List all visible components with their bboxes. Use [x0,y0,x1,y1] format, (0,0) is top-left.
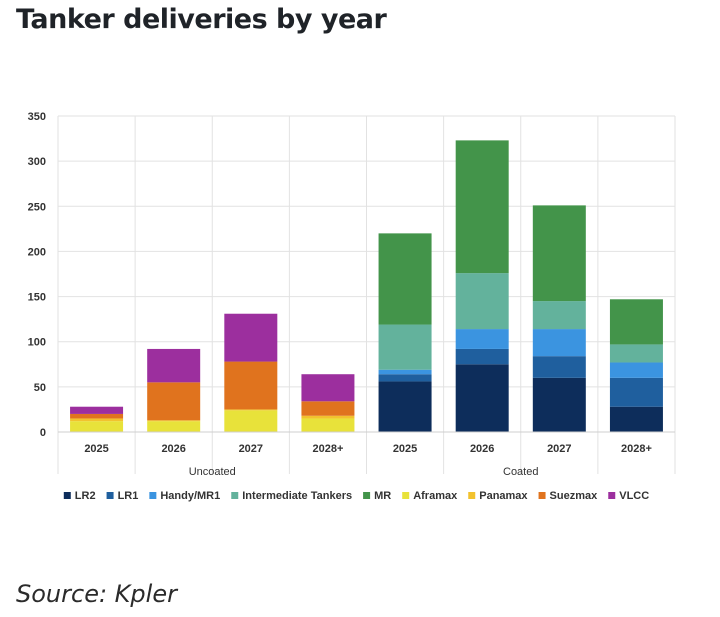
chart-container: 0 50 100 150 200 250 300 350 2025 2026 2027 2028+ 20… [0,100,720,520]
axes: 0 50 100 150 200 250 300 350 2025 2026 2027 2028+ 20… [28,111,675,478]
legend-label: Intermediate Tankers [242,490,352,502]
x-tick-label: 2026 [161,443,185,455]
bar-intermediate-tankers [609,344,663,363]
bar-aframax [301,418,355,432]
y-tick-label: 200 [28,246,46,258]
legend-swatch [63,492,71,499]
bar-handy-mr1 [378,369,432,375]
bar-lr2 [609,406,663,432]
grid [57,115,676,474]
bar-vlcc [301,374,355,402]
bar-vlcc [70,406,124,414]
bar-lr1 [378,374,432,382]
group-label: Uncoated [189,466,236,478]
x-tick-label: 2026 [470,443,494,455]
bar-handy-mr1 [609,362,663,378]
y-tick-label: 150 [28,292,46,304]
bar-suezmax [70,413,124,419]
x-tick-label: 2027 [239,443,263,455]
legend-label: Aframax [413,490,458,502]
legend-label: LR2 [75,490,96,502]
bar-panamax [301,415,355,419]
bar-panamax [70,418,124,422]
y-tick-label: 100 [28,337,46,349]
bar-aframax [224,410,278,432]
legend-swatch [106,492,114,499]
legend-swatch [231,492,239,499]
bar-mr [609,299,663,345]
bar-aframax [70,421,124,432]
bar-intermediate-tankers [378,324,432,370]
bar-lr1 [455,348,509,365]
x-tick-label: 2025 [393,443,417,455]
legend-swatch [608,492,616,499]
legend-swatch [363,492,371,499]
legend-label: Handy/MR1 [160,490,220,502]
y-tick-label: 50 [34,382,46,394]
legend: LR2 LR1 Handy/MR1 Intermediate Tankers MR Afr… [63,490,649,502]
legend-label: VLCC [619,490,649,502]
bar-mr [455,140,509,274]
bar-aframax [147,421,201,432]
x-tick-label: 2028+ [621,443,652,455]
x-tick-label: 2028+ [312,443,343,455]
bar-lr1 [532,356,586,378]
legend-swatch [402,492,410,499]
bar-vlcc [224,313,278,362]
legend-label: LR1 [118,490,139,502]
bars [70,140,663,432]
bar-lr2 [378,381,432,432]
chart-title: Tanker deliveries by year [16,4,387,35]
bar-lr2 [455,364,509,432]
bar-panamax [147,420,201,422]
bar-vlcc [147,348,201,383]
bar-panamax [224,409,278,411]
legend-swatch [538,492,546,499]
y-tick-label: 350 [28,111,46,123]
legend-label: Suezmax [550,490,599,502]
bar-mr [378,233,432,325]
legend-swatch [468,492,476,499]
legend-label: Panamax [479,490,528,502]
y-tick-label: 0 [40,427,46,439]
bar-intermediate-tankers [455,273,509,330]
bar-lr2 [532,377,586,432]
bar-suezmax [224,361,278,410]
group-label: Coated [503,466,538,478]
bar-handy-mr1 [455,329,509,349]
y-tick-label: 250 [28,201,46,213]
legend-swatch [149,492,157,499]
x-tick-label: 2025 [84,443,108,455]
legend-label: MR [374,490,391,502]
stacked-bar-chart: 0 50 100 150 200 250 300 350 2025 2026 2027 2028+ 20… [28,111,676,502]
bar-mr [532,205,586,302]
x-tick-label: 2027 [547,443,571,455]
bar-suezmax [147,382,201,421]
bar-lr1 [609,377,663,407]
bar-suezmax [301,401,355,416]
y-tick-label: 300 [28,156,46,168]
bar-handy-mr1 [532,329,586,357]
source-note: Source: Kpler [16,580,177,608]
bar-intermediate-tankers [532,301,586,330]
